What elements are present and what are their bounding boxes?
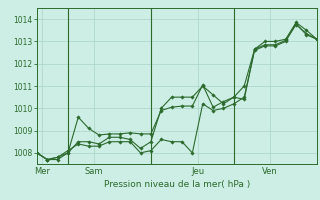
- X-axis label: Pression niveau de la mer( hPa ): Pression niveau de la mer( hPa ): [104, 180, 250, 189]
